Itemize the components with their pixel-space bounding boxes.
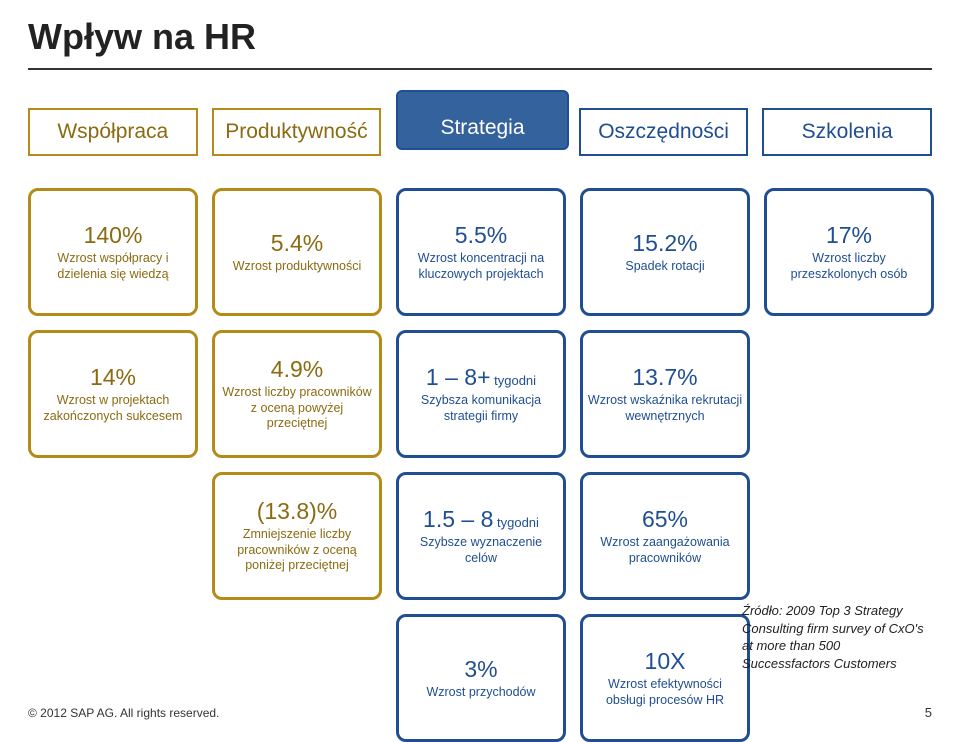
- metric-card: 65%Wzrost zaangażowania pracowników: [580, 472, 750, 600]
- metric-label: Wzrost liczby przeszkolonych osób: [771, 251, 927, 282]
- metric-label: Wzrost przychodów: [426, 685, 535, 701]
- metric-value: 65%: [642, 506, 688, 533]
- category-box: Współpraca: [28, 108, 198, 156]
- category-box: Szkolenia: [762, 108, 932, 156]
- metric-value: 13.7%: [632, 364, 697, 391]
- metric-label: Wzrost współpracy i dzielenia się wiedzą: [35, 251, 191, 282]
- source-text: Źródło: 2009 Top 3 Strategy Consulting f…: [742, 602, 932, 672]
- metric-label: Wzrost produktywności: [233, 259, 362, 275]
- metric-card: 3% Wzrost przychodów: [396, 614, 566, 742]
- metric-value: 4.9%: [271, 356, 323, 383]
- metric-value: 15.2%: [632, 230, 697, 257]
- metric-card: 14%Wzrost w projektach zakończonych sukc…: [28, 330, 198, 458]
- metric-label: Wzrost koncentracji na kluczowych projek…: [403, 251, 559, 282]
- metric-card: 140%Wzrost współpracy i dzielenia się wi…: [28, 188, 198, 316]
- metric-value: 3%: [464, 656, 497, 683]
- page-number: 5: [925, 705, 932, 720]
- metric-card: 17%Wzrost liczby przeszkolonych osób: [764, 188, 934, 316]
- copyright-footer: © 2012 SAP AG. All rights reserved.: [28, 706, 219, 720]
- metric-card: 1.5 – 8 tygodniSzybsze wyznaczenie celów: [396, 472, 566, 600]
- metric-card: 5.5%Wzrost koncentracji na kluczowych pr…: [396, 188, 566, 316]
- metric-card: 13.7%Wzrost wskaźnika rekrutacji wewnętr…: [580, 330, 750, 458]
- metric-value: 14%: [90, 364, 136, 391]
- metric-label: Szybsze wyznaczenie celów: [403, 535, 559, 566]
- metric-card: 1 – 8+ tygodniSzybsza komunikacja strate…: [396, 330, 566, 458]
- category-box: Produktywność: [212, 108, 382, 156]
- metric-label: Wzrost efektywności obsługi procesów HR: [587, 677, 743, 708]
- metric-value: 10X: [645, 648, 686, 675]
- metric-value: 140%: [84, 222, 143, 249]
- metric-card: 4.9%Wzrost liczby pracowników z oceną po…: [212, 330, 382, 458]
- category-box: Oszczędności: [579, 108, 749, 156]
- metric-value: 17%: [826, 222, 872, 249]
- metric-label: Szybsza komunikacja strategii firmy: [403, 393, 559, 424]
- metric-card: 10XWzrost efektywności obsługi procesów …: [580, 614, 750, 742]
- metric-label: Wzrost w projektach zakończonych sukcese…: [35, 393, 191, 424]
- title-underline: [28, 68, 932, 70]
- metric-value: 5.5%: [455, 222, 507, 249]
- metric-card: (13.8)%Zmniejszenie liczby pracowników z…: [212, 472, 382, 600]
- metric-label: Spadek rotacji: [625, 259, 704, 275]
- metric-value: 1 – 8+ tygodni: [426, 364, 536, 391]
- metric-card: 5.4% Wzrost produktywności: [212, 188, 382, 316]
- metric-value: 5.4%: [271, 230, 323, 257]
- slide-title: Wpływ na HR: [28, 16, 256, 58]
- metric-value: 1.5 – 8 tygodni: [423, 506, 539, 533]
- metric-value: (13.8)%: [257, 498, 338, 525]
- category-strategia: Strategia: [396, 90, 569, 150]
- metric-label: Wzrost wskaźnika rekrutacji wewnętrznych: [587, 393, 743, 424]
- metric-label: Zmniejszenie liczby pracowników z oceną …: [219, 527, 375, 574]
- metric-label: Wzrost zaangażowania pracowników: [587, 535, 743, 566]
- metric-card: 15.2% Spadek rotacji: [580, 188, 750, 316]
- metric-label: Wzrost liczby pracowników z oceną powyże…: [219, 385, 375, 432]
